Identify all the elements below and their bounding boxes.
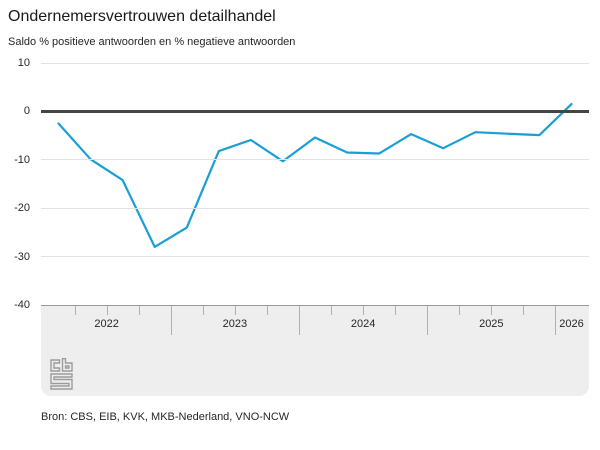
source-text: Bron: CBS, EIB, KVK, MKB-Nederland, VNO-…: [41, 411, 290, 423]
y-axis: 10 0 -10 -20 -30 -40: [0, 57, 32, 311]
gridline: [41, 207, 589, 209]
plot-area[interactable]: [41, 62, 589, 305]
y-tick-label: -10: [14, 153, 30, 166]
quarter-tick: [138, 306, 140, 315]
x-axis-year-label: 2023: [222, 318, 248, 330]
x-axis-year-label: 2025: [479, 318, 504, 330]
quarter-tick: [234, 306, 236, 315]
x-axis-year-label: 2026: [559, 318, 584, 330]
y-tick-label: 10: [17, 57, 30, 69]
gridline: [41, 256, 589, 258]
y-tick-label: -20: [14, 202, 30, 215]
y-tick-label: 0: [23, 105, 30, 118]
quarter-tick: [266, 306, 268, 315]
x-axis-year-label: 2022: [94, 318, 119, 330]
quarter-tick: [459, 306, 461, 315]
year-separator: [170, 306, 172, 335]
quarter-tick: [74, 306, 76, 315]
chart-title: Ondernemersvertrouwen detailhandel: [8, 8, 276, 25]
navigator[interactable]: 2022 2023 2024 2025 2026: [41, 305, 589, 396]
y-tick-label: -40: [14, 299, 30, 311]
chart-subtitle: Saldo % positieve antwoorden en % negati…: [8, 36, 296, 48]
gridline: [41, 159, 589, 161]
year-separator: [427, 306, 429, 335]
year-separator: [555, 306, 557, 335]
trend-line: [57, 102, 573, 248]
gridline: [41, 62, 589, 64]
series-line: [57, 102, 573, 248]
x-axis-year-label: 2024: [350, 318, 376, 330]
quarter-tick: [331, 306, 333, 315]
quarter-tick: [395, 306, 397, 315]
quarter-tick: [523, 306, 525, 315]
quarter-tick: [491, 306, 493, 315]
cbs-logo-icon: [50, 358, 73, 390]
quarter-tick: [202, 306, 204, 315]
quarter-tick: [106, 306, 108, 315]
zero-gridline: [41, 109, 589, 113]
quarter-tick: [363, 306, 365, 315]
y-tick-label: -30: [14, 250, 30, 263]
year-separator: [298, 306, 300, 335]
